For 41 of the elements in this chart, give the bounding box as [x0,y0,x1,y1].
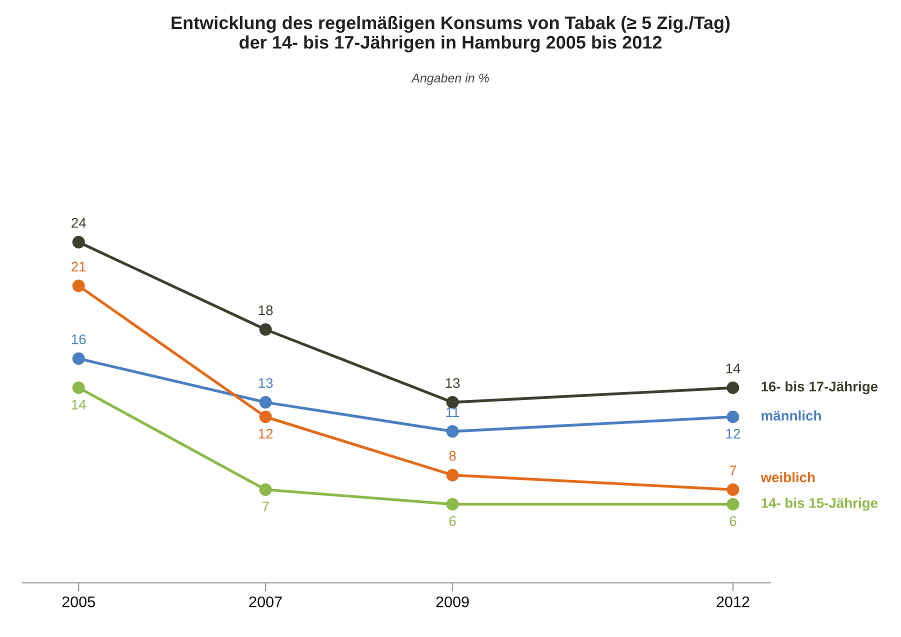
chart-subtitle: Angaben in % [410,73,489,85]
data-label: 14 [726,364,740,374]
data-label: 21 [72,262,86,272]
point [446,425,459,438]
data-label: 12 [258,428,273,439]
data-label: 13 [446,378,460,388]
data-label: 16 [72,334,86,344]
x-tick-label: 2009 [436,596,469,608]
point [72,280,85,292]
point [726,382,740,394]
x-tick-label: 2007 [249,596,282,608]
point [446,468,459,482]
data-label: 6 [449,516,456,526]
data-label: 13 [258,378,273,388]
data-label: 11 [446,407,460,417]
series-label: männlich [762,410,821,421]
point [259,483,272,496]
point [72,236,85,248]
x-tick-label: 2005 [62,596,95,608]
data-label: 14 [72,400,86,410]
point [726,483,740,496]
series-label: 14- bis 15-Jährige [762,498,878,511]
data-label: 12 [726,428,740,439]
point [72,382,85,394]
point [72,352,85,365]
data-label: 24 [72,218,86,228]
series-label: weiblich [760,472,815,482]
series-label: 16- bis 17-Jährige [762,381,878,394]
point [726,498,740,510]
point [259,396,272,409]
point [259,410,272,424]
data-label: 7 [262,502,269,512]
point [726,410,740,424]
x-tick-label: 2012 [716,596,750,608]
data-label: 6 [730,516,736,526]
data-label: 7 [730,466,736,476]
data-label: 8 [449,450,456,461]
chart-title: Entwicklung des regelmäßigen Konsums von Tabak (≥ 5 Zig./Tag) der 14- bis 17-Jährigen in Hamburg 2005 bis 2012 [172,16,730,52]
point [446,498,459,510]
data-label: 18 [258,305,273,316]
point [259,323,272,336]
